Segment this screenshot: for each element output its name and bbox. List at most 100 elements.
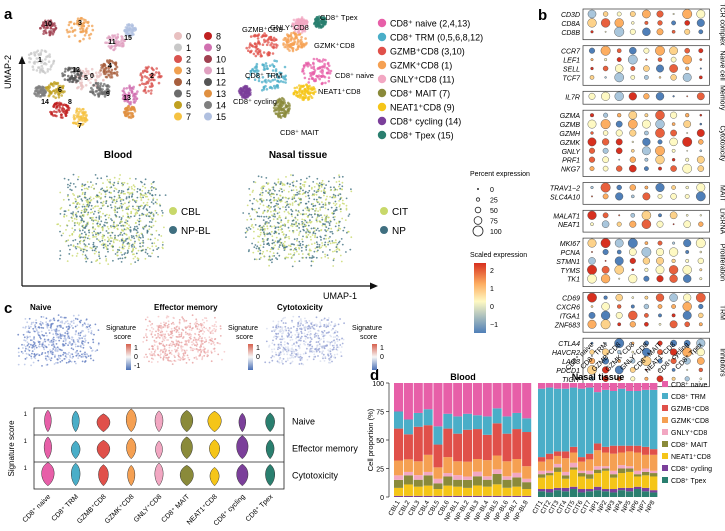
celltype-legend-dot [377,116,387,126]
umap-point [312,202,314,205]
umap-point [148,85,152,88]
umap-point [28,346,31,348]
umap-point [149,92,153,95]
umap-point [141,249,144,252]
umap-point [138,214,141,217]
umap-point [246,204,249,207]
umap-point [83,231,86,234]
umap-point [74,186,77,188]
umap-point [314,213,316,216]
umap-point [313,190,316,192]
umap-point [161,340,164,343]
umap-point [142,245,144,247]
umap-point [269,43,272,47]
dotplot-dot [658,166,662,171]
dotplot-dot [699,277,703,281]
umap-point [320,74,323,78]
umap-point [84,335,87,338]
umap-point [92,338,94,341]
umap-point [94,232,97,234]
umap-point [90,204,93,207]
umap-point [292,189,295,192]
umap-point [252,251,255,254]
umap-point [48,332,51,334]
umap-point [107,74,111,77]
umap-point [95,216,98,219]
umap-point [24,350,27,352]
umap-point [291,210,294,213]
celltype-legend-label: CD8⁺ cycling (14) [390,117,461,127]
celltype-legend-label: NEAT1⁺CD8 (9) [390,103,455,113]
umap-point [92,341,95,344]
umap-point [109,182,112,185]
umap-point [69,20,73,24]
umap-point [249,73,252,77]
umap-point [63,213,66,216]
umap-point [293,223,296,226]
umap-point [125,87,129,90]
umap-point [68,80,71,83]
umap-point [259,249,262,252]
umap-point [305,19,309,23]
umap-point [281,231,284,234]
legend-label-np: NP [392,226,406,237]
dotplot-dot [671,185,676,190]
umap-point [39,53,42,57]
umap-point [134,240,136,243]
umap-point [189,326,192,329]
umap-point [253,258,256,261]
umap-point [272,210,275,212]
umap-point [165,349,168,352]
umap-point [116,207,119,210]
umap-point [254,49,258,53]
umap-point [49,110,52,114]
umap-point [262,211,265,213]
umap-point [39,323,41,325]
umap-point [71,254,74,257]
umap-point [251,67,254,71]
cluster-legend-label: 5 [186,89,191,99]
dotplot-dot [671,29,676,34]
umap-point [151,336,154,338]
umap-point [147,79,150,83]
umap-point [266,233,269,236]
umap-point [338,200,340,202]
dotplot-dot [686,368,689,371]
umap-point [185,342,187,344]
cluster-legend-dot [204,89,212,98]
umap-point [121,243,124,246]
umap-point [91,211,94,214]
umap-point [324,229,326,231]
umap-point [49,82,53,85]
umap-point [108,59,111,62]
umap-point [64,114,68,117]
dotplot-dot [644,321,649,327]
umap-point [70,212,73,215]
umap-point [89,32,93,36]
umap-point [282,224,284,227]
umap-point [268,222,270,224]
umap-point [90,333,93,335]
umap-point [70,353,73,355]
umap-point [97,225,100,227]
umap-point [122,225,125,227]
umap-point [74,317,77,320]
umap-point [210,360,213,363]
umap-point [298,91,302,94]
umap-point [58,101,61,105]
umap-point [121,89,125,93]
umap-point [41,365,43,367]
umap-point [313,242,316,245]
umap-point [59,254,62,257]
scaled-legend-tick: 2 [490,268,494,275]
umap-point [341,217,344,220]
celltype-annotation: CD8⁺ Tpex [320,13,358,22]
umap-point [301,240,304,243]
umap-point [266,239,269,242]
umap-point [192,347,194,350]
umap-point [140,197,143,199]
umap-point [77,332,80,335]
umap-point [104,195,107,198]
umap-point [300,46,304,49]
cluster-label: 8 [68,99,72,106]
